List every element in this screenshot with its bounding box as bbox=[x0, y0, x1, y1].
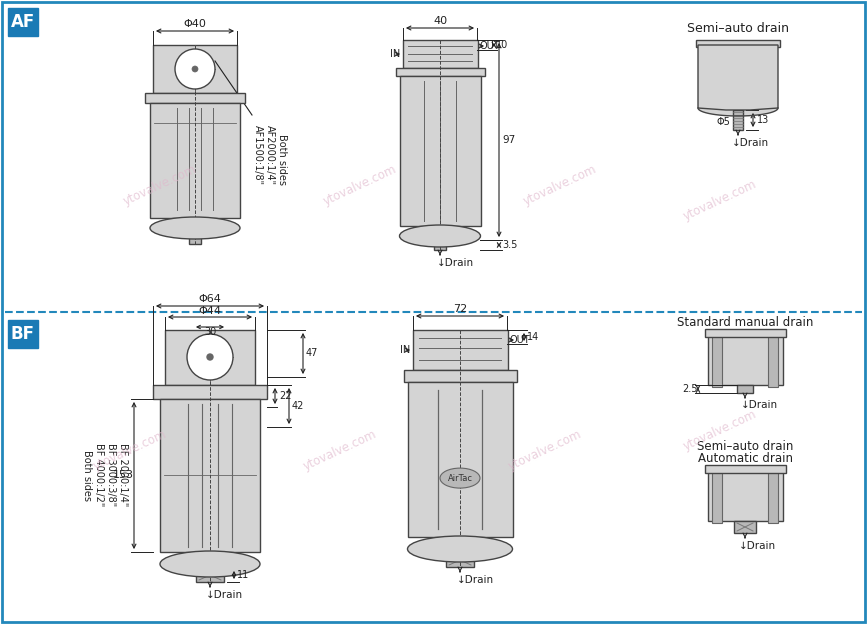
Bar bbox=[153, 45, 237, 93]
Text: BF: BF bbox=[11, 325, 35, 343]
Text: 10: 10 bbox=[496, 40, 508, 50]
Text: ytovalve.com: ytovalve.com bbox=[521, 162, 599, 208]
Bar bbox=[712, 469, 722, 523]
Text: ytovalve.com: ytovalve.com bbox=[322, 162, 399, 208]
Bar bbox=[165, 330, 255, 385]
Bar bbox=[733, 110, 743, 130]
Polygon shape bbox=[698, 108, 778, 116]
Bar bbox=[737, 385, 753, 393]
Text: BF 3000:3/8": BF 3000:3/8" bbox=[106, 444, 116, 507]
Text: 42: 42 bbox=[292, 401, 304, 411]
Text: Both sides: Both sides bbox=[82, 449, 92, 500]
Text: 97: 97 bbox=[502, 135, 516, 145]
Bar bbox=[446, 553, 474, 567]
Bar bbox=[712, 333, 722, 387]
Bar bbox=[404, 370, 517, 382]
Bar bbox=[413, 330, 508, 370]
Text: ↓Drain: ↓Drain bbox=[740, 400, 778, 410]
Bar bbox=[705, 465, 786, 473]
Bar bbox=[434, 240, 446, 250]
Bar bbox=[396, 68, 485, 76]
Text: ↓Drain: ↓Drain bbox=[739, 541, 776, 551]
Text: AirTac: AirTac bbox=[447, 474, 473, 482]
Bar bbox=[768, 333, 778, 387]
Text: ytovalve.com: ytovalve.com bbox=[681, 407, 759, 452]
Text: 30: 30 bbox=[204, 327, 216, 337]
Bar bbox=[696, 40, 780, 47]
Text: OUT: OUT bbox=[480, 41, 500, 51]
Ellipse shape bbox=[150, 217, 240, 239]
Bar bbox=[403, 40, 478, 68]
Text: 47: 47 bbox=[306, 348, 318, 358]
Circle shape bbox=[175, 49, 215, 89]
Bar bbox=[196, 568, 224, 582]
Text: OUT: OUT bbox=[510, 335, 531, 345]
Text: ↓Drain: ↓Drain bbox=[456, 575, 493, 585]
Circle shape bbox=[187, 334, 233, 380]
Bar bbox=[8, 8, 38, 36]
Bar bbox=[189, 232, 201, 244]
Text: AF2000:1/4": AF2000:1/4" bbox=[265, 125, 275, 185]
Text: Both sides: Both sides bbox=[277, 135, 287, 185]
Text: 14: 14 bbox=[527, 332, 539, 342]
Text: ytovalve.com: ytovalve.com bbox=[301, 427, 379, 473]
Bar bbox=[145, 93, 245, 103]
Circle shape bbox=[192, 66, 198, 72]
Text: Semi–auto drain: Semi–auto drain bbox=[697, 441, 793, 454]
Text: 11: 11 bbox=[237, 570, 249, 580]
Bar bbox=[160, 399, 260, 552]
Text: 72: 72 bbox=[453, 304, 467, 314]
Ellipse shape bbox=[440, 468, 480, 488]
Text: IN: IN bbox=[390, 49, 400, 59]
Text: Φ64: Φ64 bbox=[199, 294, 221, 304]
Bar bbox=[153, 385, 267, 399]
Text: ↓Drain: ↓Drain bbox=[436, 258, 473, 268]
Bar bbox=[734, 521, 756, 533]
Text: Standard manual drain: Standard manual drain bbox=[677, 316, 813, 328]
Text: Φ5: Φ5 bbox=[716, 117, 730, 127]
Text: 2.5: 2.5 bbox=[682, 384, 698, 394]
Text: BF 4000:1/2": BF 4000:1/2" bbox=[94, 443, 104, 507]
Text: BF 2000:1/4": BF 2000:1/4" bbox=[118, 443, 128, 507]
Text: Φ44: Φ44 bbox=[199, 306, 221, 316]
Text: ↓Drain: ↓Drain bbox=[732, 138, 768, 148]
Bar bbox=[708, 471, 783, 521]
Text: ytovalve.com: ytovalve.com bbox=[681, 177, 759, 223]
Text: 3.5: 3.5 bbox=[502, 240, 518, 250]
Text: AF: AF bbox=[11, 13, 36, 31]
Text: 13: 13 bbox=[757, 115, 769, 125]
Circle shape bbox=[207, 354, 213, 360]
Bar bbox=[408, 382, 513, 537]
Bar bbox=[150, 103, 240, 218]
Text: Φ40: Φ40 bbox=[184, 19, 206, 29]
Text: ytovalve.com: ytovalve.com bbox=[506, 427, 583, 473]
Bar bbox=[705, 329, 786, 337]
Text: ytovalve.com: ytovalve.com bbox=[91, 427, 169, 473]
Bar bbox=[400, 76, 481, 226]
Text: AF1500:1/8": AF1500:1/8" bbox=[253, 125, 263, 185]
Text: 153: 153 bbox=[113, 470, 134, 480]
Text: ytovalve.com: ytovalve.com bbox=[121, 162, 199, 208]
Ellipse shape bbox=[400, 225, 480, 247]
Text: 40: 40 bbox=[433, 16, 447, 26]
Text: IN: IN bbox=[400, 345, 410, 355]
Ellipse shape bbox=[160, 551, 260, 577]
Bar bbox=[768, 469, 778, 523]
Bar bbox=[708, 335, 783, 385]
Text: Semi–auto drain: Semi–auto drain bbox=[687, 21, 789, 34]
Bar bbox=[8, 320, 38, 348]
Ellipse shape bbox=[407, 536, 512, 562]
Polygon shape bbox=[698, 45, 778, 110]
Text: 22: 22 bbox=[279, 391, 291, 401]
Text: ↓Drain: ↓Drain bbox=[205, 590, 243, 600]
Text: Automatic drain: Automatic drain bbox=[697, 452, 792, 466]
